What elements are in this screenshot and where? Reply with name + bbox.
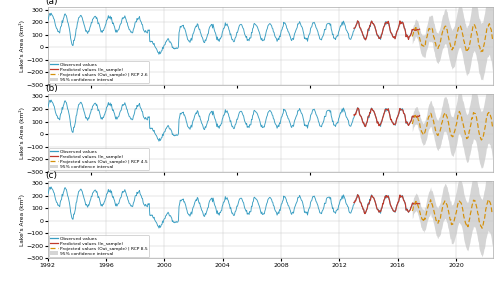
Y-axis label: Lake's Area (km²): Lake's Area (km²) [19,194,25,246]
Text: (a): (a) [46,0,58,6]
Y-axis label: Lake's Area (km²): Lake's Area (km²) [19,107,25,159]
Text: (b): (b) [46,84,58,93]
Text: (c): (c) [46,171,58,180]
Y-axis label: Lake's Area (km²): Lake's Area (km²) [19,20,25,72]
Legend: Observed values, Predicted values (In_sample), Projected values (Out_sample) | R: Observed values, Predicted values (In_sa… [49,235,149,257]
Legend: Observed values, Predicted values (In_sample), Projected values (Out_sample) | R: Observed values, Predicted values (In_sa… [49,148,149,170]
Legend: Observed values, Predicted values (In_sample), Projected values (Out_sample) | R: Observed values, Predicted values (In_sa… [49,61,149,83]
